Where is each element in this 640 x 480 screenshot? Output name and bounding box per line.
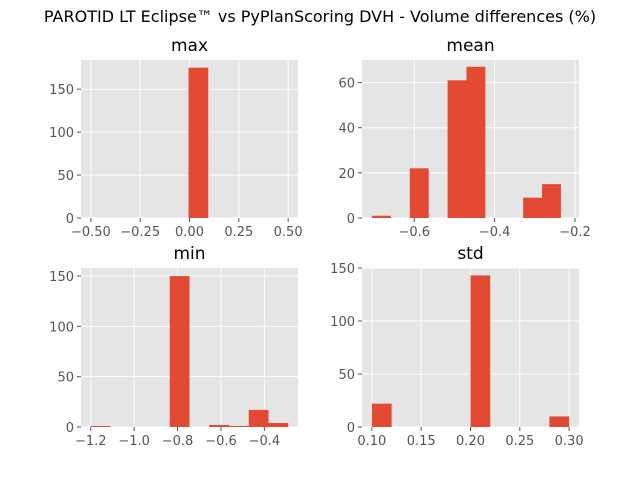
histogram-bar <box>466 66 486 219</box>
y-tick-label: 150 <box>49 270 74 285</box>
subplot-min: −1.2 −1.0 −0.8 −0.6 −0.4 0 50 100 150 min <box>49 244 298 449</box>
subplot-title: mean <box>446 36 494 56</box>
x-tick-label: −0.6 <box>205 434 237 449</box>
y-tick-label: 100 <box>330 315 355 330</box>
histogram-bar <box>248 409 269 427</box>
y-tick-label: 50 <box>338 368 355 383</box>
x-tick-label: 0.10 <box>357 434 386 449</box>
y-tick-label: 0 <box>347 421 355 436</box>
y-tick-label: 0 <box>66 212 74 227</box>
x-tick-label: 0.20 <box>456 434 485 449</box>
histogram-bar <box>228 425 249 427</box>
y-tick-label: 0 <box>66 421 74 436</box>
x-tick-label: 0.25 <box>224 225 253 240</box>
x-tick-label: −0.25 <box>120 225 160 240</box>
x-tick-label: 0.00 <box>175 225 204 240</box>
x-tick-label: −1.0 <box>118 434 150 449</box>
x-tick-label: −0.4 <box>479 225 511 240</box>
x-tick-label: −0.6 <box>398 225 430 240</box>
subplot-std: 0.10 0.15 0.20 0.25 0.30 0 50 100 150 std <box>330 244 583 449</box>
histogram-bar <box>371 403 392 427</box>
x-tick-label: 0.25 <box>505 434 534 449</box>
x-tick-label: 0.30 <box>555 434 584 449</box>
y-tick-label: 0 <box>347 212 355 227</box>
x-tick-label: −0.8 <box>162 434 194 449</box>
x-tick-label: −0.50 <box>71 225 111 240</box>
y-tick-label: 60 <box>338 77 355 92</box>
y-tick-label: 40 <box>338 122 355 137</box>
histogram-bar <box>372 215 391 218</box>
y-tick-label: 20 <box>338 167 355 182</box>
histogram-bar <box>409 168 429 218</box>
y-tick-label: 100 <box>49 320 74 335</box>
x-tick-label: 0.15 <box>407 434 436 449</box>
histogram-bar <box>90 425 111 427</box>
subplot-title: max <box>171 36 208 56</box>
y-tick-label: 150 <box>330 262 355 277</box>
histogram-bar <box>447 80 467 218</box>
subplot-mean: −0.6 −0.4 −0.2 0 20 40 60 mean <box>338 36 590 240</box>
y-tick-label: 100 <box>49 126 74 141</box>
y-tick-label: 50 <box>57 169 74 184</box>
histogram-bar <box>188 67 209 218</box>
x-tick-label: −0.2 <box>559 225 591 240</box>
subplot-title: std <box>457 244 483 264</box>
y-tick-label: 150 <box>49 83 74 98</box>
histogram-bar <box>549 416 570 427</box>
x-tick-label: −1.2 <box>75 434 107 449</box>
x-tick-label: 0.50 <box>274 225 303 240</box>
figure-title: PAROTID LT Eclipse™ vs PyPlanScoring DVH… <box>43 7 597 26</box>
histogram-bar <box>542 184 561 218</box>
histogram-bar <box>470 275 491 427</box>
subplot-max: −0.50 −0.25 0.00 0.25 0.50 0 50 100 150 max <box>49 36 302 240</box>
histogram-bar <box>209 424 229 427</box>
subplot-title: min <box>173 244 205 264</box>
y-tick-label: 50 <box>57 371 74 386</box>
histogram-bar <box>268 422 289 427</box>
histogram-bar <box>523 197 543 218</box>
histogram-bar <box>169 276 190 427</box>
x-tick-label: −0.4 <box>249 434 281 449</box>
